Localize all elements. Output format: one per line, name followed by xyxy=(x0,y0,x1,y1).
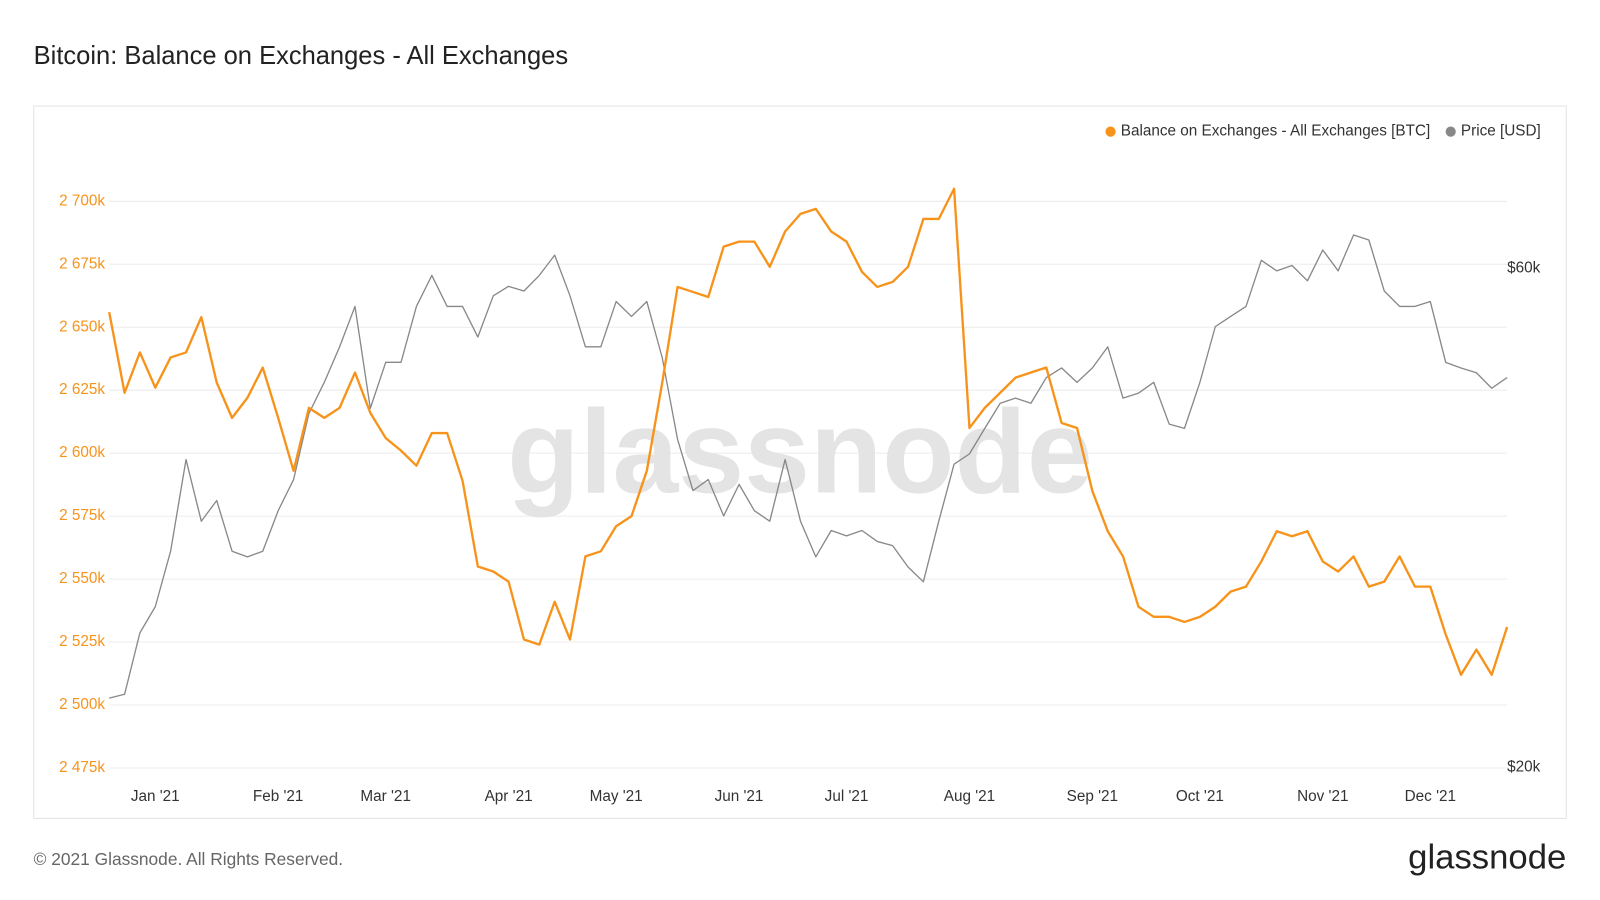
y2-tick-label: $20k xyxy=(1507,759,1541,776)
chart-root: Bitcoin: Balance on Exchanges - All Exch… xyxy=(33,42,1567,876)
x-tick-label: Jun '21 xyxy=(715,788,764,805)
x-tick-label: Nov '21 xyxy=(1297,788,1348,805)
brand-logo: glassnode xyxy=(1408,838,1566,876)
x-tick-label: Sep '21 xyxy=(1067,788,1118,805)
x-tick-label: Jan '21 xyxy=(131,788,180,805)
y-tick-label: 2 650k xyxy=(59,318,105,335)
x-tick-label: Jul '21 xyxy=(825,788,869,805)
plot-frame xyxy=(33,105,1567,819)
y-tick-label: 2 625k xyxy=(59,381,105,398)
x-tick-label: Feb '21 xyxy=(253,788,304,805)
y-tick-label: 2 475k xyxy=(59,759,105,776)
series-line xyxy=(108,187,1509,676)
y-tick-label: 2 575k xyxy=(59,507,105,524)
x-tick-label: Mar '21 xyxy=(360,788,411,805)
y-tick-label: 2 675k xyxy=(59,255,105,272)
y-tick-label: 2 500k xyxy=(59,696,105,713)
series-line xyxy=(109,234,1508,699)
y2-tick-label: $60k xyxy=(1507,260,1541,277)
y-tick-label: 2 700k xyxy=(59,192,105,209)
chart-title: Bitcoin: Balance on Exchanges - All Exch… xyxy=(34,42,568,70)
x-tick-label: Oct '21 xyxy=(1176,788,1224,805)
watermark: glassnode xyxy=(507,386,1092,518)
x-tick-label: Dec '21 xyxy=(1405,788,1456,805)
y-tick-label: 2 600k xyxy=(59,444,105,461)
legend-marker xyxy=(1105,126,1116,137)
x-tick-label: May '21 xyxy=(590,788,643,805)
x-tick-label: Aug '21 xyxy=(944,788,995,805)
legend-label: Price [USD] xyxy=(1461,123,1541,140)
footnote: © 2021 Glassnode. All Rights Reserved. xyxy=(34,849,343,869)
x-tick-label: Apr '21 xyxy=(485,788,533,805)
legend-label: Balance on Exchanges - All Exchanges [BT… xyxy=(1121,123,1431,140)
y-tick-label: 2 525k xyxy=(59,633,105,650)
legend-marker xyxy=(1445,126,1456,137)
y-tick-label: 2 550k xyxy=(59,570,105,587)
